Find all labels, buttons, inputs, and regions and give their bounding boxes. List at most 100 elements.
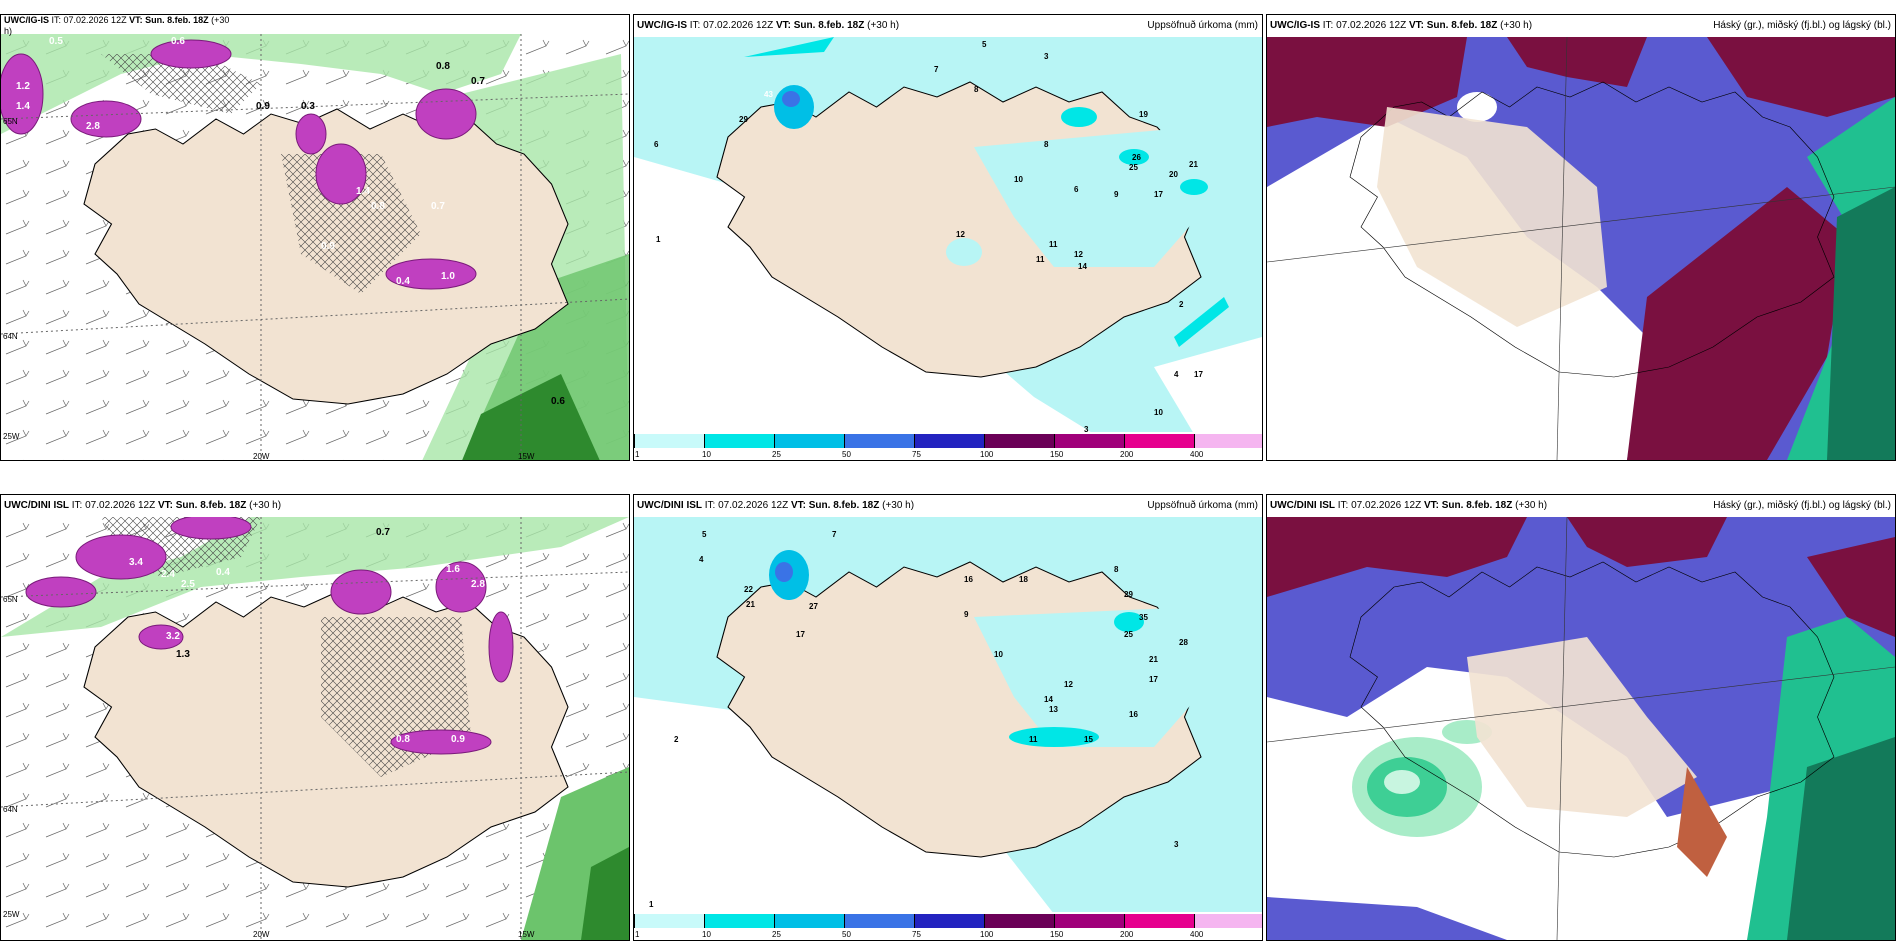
panel-bottom-middle: UWC/DINI ISL IT: 07.02.2026 12Z VT: Sun.… <box>633 494 1263 941</box>
precip-label: 1.4 <box>356 186 370 197</box>
precip-value: 43 <box>764 90 773 99</box>
colorbar-tick: 10 <box>702 930 711 939</box>
precip-label: 0.8 <box>436 61 450 72</box>
precip-label: 1.6 <box>446 564 460 575</box>
colorbar-swatch <box>1124 434 1195 448</box>
colorbar-swatch <box>634 914 705 928</box>
colorbar: 1 10 25 50 75 100 150 200 400 <box>634 432 1262 460</box>
colorbar-tick: 50 <box>842 450 851 459</box>
precip-label: 2.8 <box>471 579 485 590</box>
precip-value: 4 <box>699 555 704 564</box>
precip-value: 1 <box>649 900 654 909</box>
precip-value: 5 <box>982 40 987 49</box>
colorbar-tick: 400 <box>1190 930 1204 939</box>
precip-label: 1.2 <box>16 81 30 92</box>
colorbar: 1 10 25 50 75 100 150 200 400 <box>634 912 1262 940</box>
panel-bottom-left: UWC/DINI ISL IT: 07.02.2026 12Z VT: Sun.… <box>0 494 630 941</box>
precip-value: 7 <box>832 530 837 539</box>
precip-value: 25 <box>1124 630 1133 639</box>
map-accumulated-precip: 5 3 7 8 6 43 29 12 11 19 26 25 20 21 17 … <box>634 37 1262 434</box>
precip-value: 2 <box>674 735 679 744</box>
colorbar-swatch <box>1054 434 1125 448</box>
precip-label: 0.8 <box>396 734 410 745</box>
precip-value: 11 <box>1036 255 1045 264</box>
precip-value: 16 <box>1129 710 1138 719</box>
model-name: UWC/DINI ISL <box>1270 500 1335 511</box>
lead-time: (+30 h) <box>1515 500 1548 511</box>
precip-label: 1.3 <box>176 649 190 660</box>
precip-value: 8 <box>1114 565 1119 574</box>
colorbar-tick: 150 <box>1050 930 1064 939</box>
colorbar-tick: 75 <box>912 930 921 939</box>
lead-time: (+30 h) <box>882 500 915 511</box>
precip-label: 0.6 <box>551 396 565 407</box>
colorbar-tick: 25 <box>772 450 781 459</box>
precip-value: 11 <box>1029 735 1038 744</box>
init-time: IT: 07.02.2026 12Z <box>704 500 789 511</box>
precip-value: 12 <box>1064 680 1073 689</box>
model-name: UWC/IG-IS <box>4 15 49 25</box>
lon-label: 15W <box>518 930 535 939</box>
precip-value: 12 <box>1074 250 1083 259</box>
precip-value: 8 <box>974 85 979 94</box>
map-cloud-cover <box>1267 517 1895 940</box>
precip-label: 0.4 <box>396 276 410 287</box>
precip-label: 2.5 <box>181 579 195 590</box>
precip-value: 35 <box>1139 613 1148 622</box>
valid-time: VT: Sun. 8.feb. 18Z <box>790 500 880 511</box>
init-time: IT: 07.02.2026 12Z <box>71 500 156 511</box>
precip-value: 28 <box>1179 638 1188 647</box>
colorbar-swatch <box>704 914 775 928</box>
lon-label: 25W <box>3 910 20 919</box>
map-title: Háský (gr.), miðský (fj.bl.) og lágský (… <box>1713 500 1891 511</box>
precip-value: 17 <box>796 630 805 639</box>
precip-label: 1.4 <box>16 101 30 112</box>
init-time: IT: 07.02.2026 12Z <box>1337 500 1422 511</box>
map-precip-phase-wind: 0.7 3.4 2.4 2.5 0.4 3.2 1.3 1.6 0.9 0.8 … <box>1 517 629 940</box>
precip-value: 27 <box>809 602 818 611</box>
precip-value: 8 <box>1044 140 1049 149</box>
precip-value: 29 <box>739 115 748 124</box>
lon-label: 20W <box>253 930 270 939</box>
lon-label: 20W <box>253 452 270 460</box>
init-time: IT: 07.02.2026 12Z <box>689 20 774 31</box>
precip-label: 0.7 <box>471 76 485 87</box>
precip-value: 14 <box>1078 262 1087 271</box>
colorbar-swatch <box>774 914 845 928</box>
precip-label: 0.9 <box>451 734 465 745</box>
precip-label: 2.8 <box>86 121 100 132</box>
colorbar-swatch <box>704 434 775 448</box>
colorbar-tick: 25 <box>772 930 781 939</box>
colorbar-tick: 150 <box>1050 450 1064 459</box>
precip-value: 9 <box>1114 190 1119 199</box>
panel-header: UWC/IG-IS IT: 07.02.2026 12Z VT: Sun. 8.… <box>1 15 629 36</box>
precip-value: 4 <box>1174 370 1179 379</box>
precip-value: 11 <box>1049 240 1058 249</box>
colorbar-swatch <box>914 914 985 928</box>
precip-value: 18 <box>1019 575 1028 584</box>
lat-label: 64N <box>3 805 18 814</box>
precip-label: 0.7 <box>431 201 445 212</box>
valid-time: VT: Sun. 8.feb. 18Z <box>1408 20 1498 31</box>
lat-label: 65N <box>3 117 18 126</box>
precip-label: 1.0 <box>441 271 455 282</box>
map-title: Uppsöfnuð úrkoma (mm) <box>1147 500 1258 511</box>
colorbar-swatch <box>844 434 915 448</box>
precip-value: 7 <box>934 65 939 74</box>
colorbar-swatch <box>1194 434 1262 448</box>
colorbar-swatch <box>844 914 915 928</box>
colorbar-swatch <box>634 434 705 448</box>
panel-header: UWC/IG-IS IT: 07.02.2026 12Z VT: Sun. 8.… <box>1267 15 1895 37</box>
colorbar-tick: 100 <box>980 450 994 459</box>
precip-value: 10 <box>994 650 1003 659</box>
precip-value: 1 <box>656 235 661 244</box>
map-title: Háský (gr.), miðský (fj.bl.) og lágský (… <box>1713 20 1891 31</box>
lead-time-cont: h) <box>4 26 13 36</box>
precip-value: 29 <box>1124 590 1133 599</box>
lead-time: (+30 h) <box>867 20 900 31</box>
precip-value: 17 <box>1154 190 1163 199</box>
lead-time: (+30 h) <box>249 500 282 511</box>
precip-value: 14 <box>1044 695 1053 704</box>
colorbar-swatch <box>984 434 1055 448</box>
colorbar-tick: 400 <box>1190 450 1204 459</box>
